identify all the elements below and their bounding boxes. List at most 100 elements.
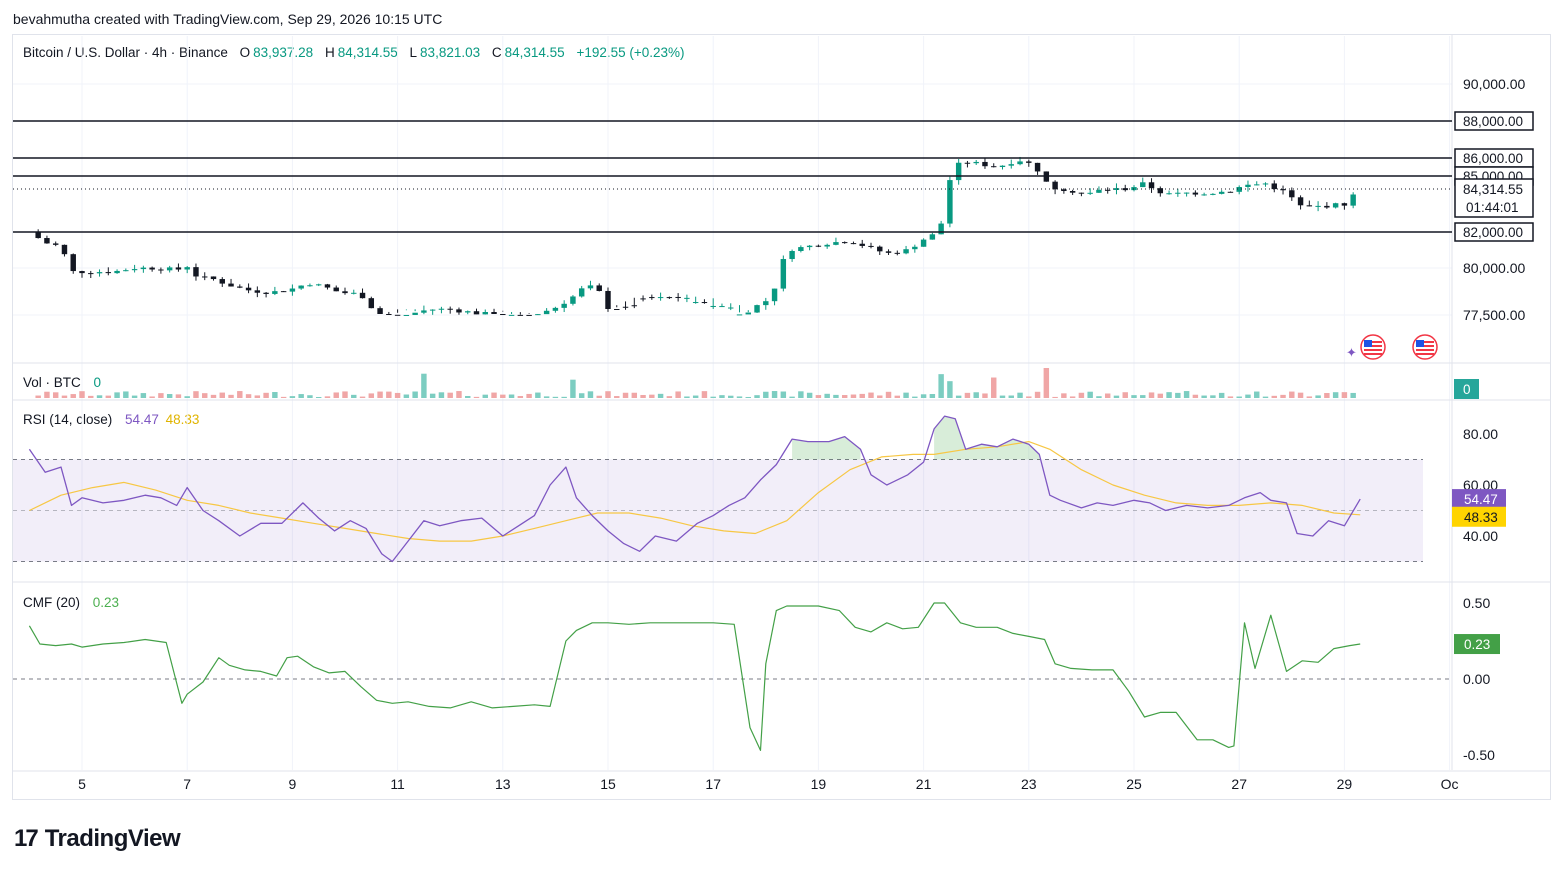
candle-body	[552, 307, 559, 311]
candle	[596, 283, 602, 292]
candle-body	[158, 269, 164, 271]
volume-bars	[35, 368, 1356, 398]
candle-body	[877, 246, 883, 252]
candle	[123, 268, 129, 272]
cmf-value: 0.23	[92, 595, 120, 610]
volume-bar	[824, 393, 830, 398]
candle-body	[885, 251, 892, 253]
chart-frame	[12, 34, 1551, 800]
volume-bar	[193, 391, 199, 398]
volume-bar	[1183, 391, 1190, 398]
volume-bar	[1175, 392, 1181, 398]
time-tick-label: 23	[1021, 776, 1037, 792]
candle	[315, 283, 322, 287]
candle	[193, 263, 199, 281]
candle-body	[1148, 182, 1155, 189]
candle-body	[263, 292, 269, 294]
rsi-tick-label: 40.00	[1463, 528, 1498, 544]
candle	[701, 299, 708, 304]
candle-body	[859, 243, 865, 246]
low-label: L	[409, 45, 418, 60]
candle-body	[561, 303, 567, 308]
rsi-tick-label: 80.00	[1463, 426, 1498, 442]
volume-bar	[61, 395, 68, 398]
volume-bar	[1254, 391, 1260, 398]
candle	[403, 309, 410, 316]
volume-bar	[1157, 393, 1164, 398]
candle	[1254, 181, 1260, 186]
volume-bar	[307, 395, 313, 398]
candle	[894, 250, 901, 256]
candle	[675, 293, 681, 302]
volume-bar	[1166, 392, 1172, 398]
candle	[202, 272, 208, 281]
candle-body	[1271, 183, 1277, 190]
symbol-label: Bitcoin / U.S. Dollar · 4h · Binance	[23, 45, 228, 60]
flag-stripe	[1416, 353, 1434, 355]
candle	[964, 160, 971, 168]
candle	[105, 267, 112, 276]
candle	[517, 312, 524, 316]
candle-body	[815, 245, 822, 247]
level-tag-box	[1454, 111, 1534, 131]
candle-body	[70, 254, 76, 272]
candle	[622, 301, 629, 310]
candle-body	[1245, 184, 1251, 188]
candle-body	[868, 245, 874, 247]
candle-body	[763, 301, 769, 306]
candle-body	[465, 311, 471, 313]
candle-body	[903, 249, 909, 254]
candle	[991, 163, 997, 168]
volume-legend: Vol · BTC 0	[23, 375, 104, 390]
candle-body	[719, 306, 725, 308]
volume-value: 0	[93, 375, 102, 390]
flag-stripe	[1364, 349, 1382, 351]
volume-bar	[1297, 392, 1304, 398]
flag-canton	[1364, 340, 1372, 347]
level-tag: 82,000.00	[1454, 222, 1534, 242]
candle	[543, 308, 550, 315]
volume-bar	[403, 394, 410, 398]
event-star-icon: ✦	[1346, 345, 1357, 360]
candle	[368, 296, 375, 309]
candle-body	[105, 272, 112, 274]
rsi-label: RSI (14, close)	[23, 412, 113, 427]
candle	[44, 235, 50, 244]
volume-bar	[1026, 396, 1032, 398]
high-value: 84,314.55	[337, 45, 398, 60]
volume-bar	[473, 396, 480, 398]
volume-bar	[877, 395, 883, 398]
volume-bar	[44, 391, 50, 398]
volume-bar	[263, 392, 269, 398]
candle-body	[929, 234, 936, 240]
volume-bar	[710, 396, 716, 398]
candle-body	[771, 288, 778, 302]
volume-bar	[298, 394, 304, 398]
volume-bar	[736, 396, 743, 398]
candle-body	[79, 271, 85, 274]
rsi-tag-label: 54.47	[1464, 492, 1498, 507]
candle	[1236, 185, 1242, 195]
volume-bar	[166, 394, 173, 398]
volume-bar	[763, 391, 769, 398]
candle	[1289, 187, 1295, 201]
time-tick-label: 9	[289, 776, 297, 792]
candle	[88, 270, 94, 278]
candle-body	[1218, 191, 1225, 194]
candle-body	[1341, 203, 1348, 206]
candle-body	[543, 310, 550, 315]
volume-bar	[131, 395, 138, 398]
candle	[465, 310, 471, 315]
candle-body	[35, 232, 41, 239]
candle	[307, 283, 313, 287]
tradingview-logo[interactable]: 17 TradingView	[14, 825, 181, 853]
flag-stripe	[1416, 345, 1434, 347]
candle-body	[710, 305, 716, 307]
candle	[614, 305, 620, 310]
volume-bar	[368, 393, 375, 398]
candle	[1087, 188, 1093, 195]
candle-body	[377, 308, 383, 314]
candle	[1061, 188, 1067, 194]
volume-bar	[1087, 391, 1093, 398]
